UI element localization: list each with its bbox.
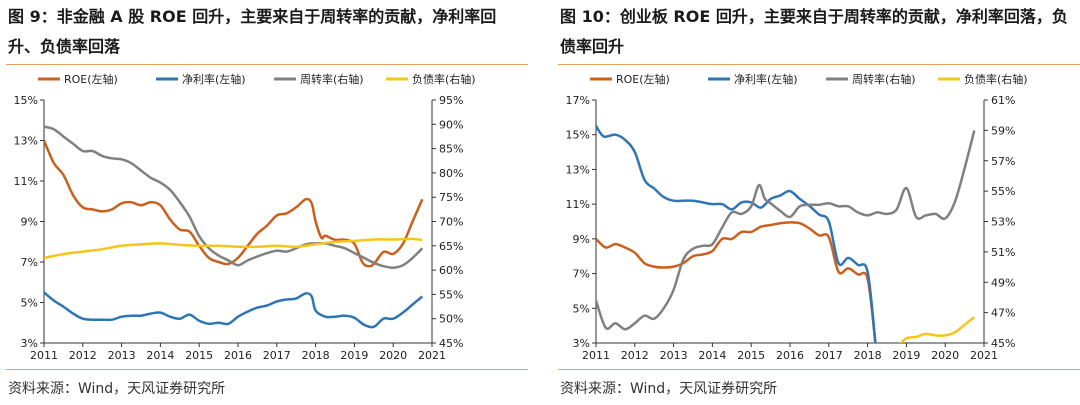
x-tick-label: 2018 <box>302 349 330 362</box>
source-rule <box>558 369 1080 370</box>
right-tick-label: 95% <box>439 94 463 107</box>
x-tick-label: 2013 <box>108 349 136 362</box>
x-tick-label: 2014 <box>146 349 174 362</box>
right-tick-label: 59% <box>991 124 1015 137</box>
left-tick-label: 13% <box>14 135 38 148</box>
x-tick-label: 2012 <box>621 349 649 362</box>
series-line <box>44 125 424 269</box>
right-tick-label: 55% <box>991 185 1015 198</box>
left-tick-label: 15% <box>566 129 590 142</box>
legend-entry: 周转率(右轴) <box>274 72 364 86</box>
x-tick-label: 2017 <box>815 349 843 362</box>
figure-9: 图 9：非金融 A 股 ROE 回升，主要来自于周转率的贡献，净利率回升、负债率… <box>6 0 534 405</box>
chart-area: ROE(左轴) 净利率(左轴) 周转率(右轴) 负债率(右轴) 3% 5% 7% 9% 11% 1… <box>14 72 476 362</box>
x-tick-label: 2016 <box>776 349 804 362</box>
x-tick-label: 2020 <box>931 349 959 362</box>
right-tick-label: 50% <box>439 313 463 326</box>
series-line <box>899 316 976 343</box>
legend-entry: 净利率(左轴) <box>156 72 246 86</box>
x-tick-label: 2015 <box>737 349 765 362</box>
series-line <box>44 291 424 329</box>
x-tick-label: 2011 <box>30 349 58 362</box>
x-tick-label: 2015 <box>185 349 213 362</box>
series-line <box>44 237 423 260</box>
x-tick-label: 2021 <box>418 349 446 362</box>
left-tick-label: 9% <box>21 216 38 229</box>
right-tick-label: 57% <box>991 155 1015 168</box>
source-note: 资料来源：Wind，天风证券研究所 <box>560 381 778 397</box>
right-tick-label: 90% <box>439 118 463 131</box>
left-tick-label: 3% <box>21 337 38 350</box>
legend-entry: ROE(左轴) <box>38 72 118 86</box>
x-tick-label: 2021 <box>970 349 998 362</box>
x-tick-label: 2012 <box>69 349 97 362</box>
series-line <box>596 130 976 331</box>
chart-area: ROE(左轴) 净利率(左轴) 周转率(右轴) 负债率(右轴) 3% 5% 7% 9% 11% 1… <box>566 72 1028 362</box>
x-tick-label: 2013 <box>660 349 688 362</box>
legend-entry: 负债率(右轴) <box>938 72 1028 86</box>
legend-label: 负债率(右轴) <box>964 72 1028 86</box>
title-rule <box>6 64 528 65</box>
left-tick-label: 15% <box>14 94 38 107</box>
figure-title: 图 10：创业板 ROE 回升，主要来自于周转率的贡献，净利率回落，负债率回升 <box>560 7 1068 56</box>
figure-title: 图 9：非金融 A 股 ROE 回升，主要来自于周转率的贡献，净利率回升、负债率… <box>8 7 497 56</box>
left-tick-label: 11% <box>14 175 38 188</box>
right-tick-label: 49% <box>991 276 1015 289</box>
series-line <box>596 125 877 343</box>
right-tick-label: 51% <box>991 246 1015 259</box>
legend-entry: 负债率(右轴) <box>386 72 476 86</box>
series-line <box>596 221 877 343</box>
legend-entry: ROE(左轴) <box>590 72 670 86</box>
source-note: 资料来源：Wind，天风证券研究所 <box>8 381 226 397</box>
right-tick-label: 45% <box>439 337 463 350</box>
legend-label: 负债率(右轴) <box>412 72 476 86</box>
left-tick-label: 11% <box>566 198 590 211</box>
right-tick-label: 55% <box>439 288 463 301</box>
right-tick-label: 45% <box>991 337 1015 350</box>
x-tick-label: 2016 <box>224 349 252 362</box>
left-tick-label: 17% <box>566 94 590 107</box>
x-tick-label: 2019 <box>340 349 368 362</box>
legend-entry: 周转率(右轴) <box>826 72 916 86</box>
legend-label: 周转率(右轴) <box>852 72 916 86</box>
legend-label: ROE(左轴) <box>64 72 118 86</box>
legend-label: ROE(左轴) <box>616 72 670 86</box>
x-tick-label: 2019 <box>892 349 920 362</box>
left-tick-label: 13% <box>566 163 590 176</box>
legend-entry: 净利率(左轴) <box>708 72 798 86</box>
legend-label: 周转率(右轴) <box>300 72 364 86</box>
right-tick-label: 53% <box>991 216 1015 229</box>
x-tick-label: 2017 <box>263 349 291 362</box>
x-tick-label: 2014 <box>698 349 726 362</box>
title-rule <box>558 64 1080 65</box>
legend-label: 净利率(左轴) <box>734 72 798 86</box>
figure-10: 图 10：创业板 ROE 回升，主要来自于周转率的贡献，净利率回落，负债率回升 … <box>558 0 1080 405</box>
left-tick-label: 5% <box>21 297 38 310</box>
right-tick-label: 70% <box>439 216 463 229</box>
right-tick-label: 47% <box>991 307 1015 320</box>
source-rule <box>6 369 528 370</box>
legend-label: 净利率(左轴) <box>182 72 246 86</box>
right-tick-label: 75% <box>439 191 463 204</box>
right-tick-label: 60% <box>439 264 463 277</box>
x-tick-label: 2011 <box>582 349 610 362</box>
left-tick-label: 7% <box>21 256 38 269</box>
right-tick-label: 80% <box>439 167 463 180</box>
x-tick-label: 2020 <box>379 349 407 362</box>
left-tick-label: 9% <box>573 233 590 246</box>
right-tick-label: 65% <box>439 240 463 253</box>
x-tick-label: 2018 <box>854 349 882 362</box>
left-tick-label: 5% <box>573 302 590 315</box>
right-tick-label: 61% <box>991 94 1015 107</box>
right-tick-label: 85% <box>439 143 463 156</box>
left-tick-label: 3% <box>573 337 590 350</box>
left-tick-label: 7% <box>573 268 590 281</box>
